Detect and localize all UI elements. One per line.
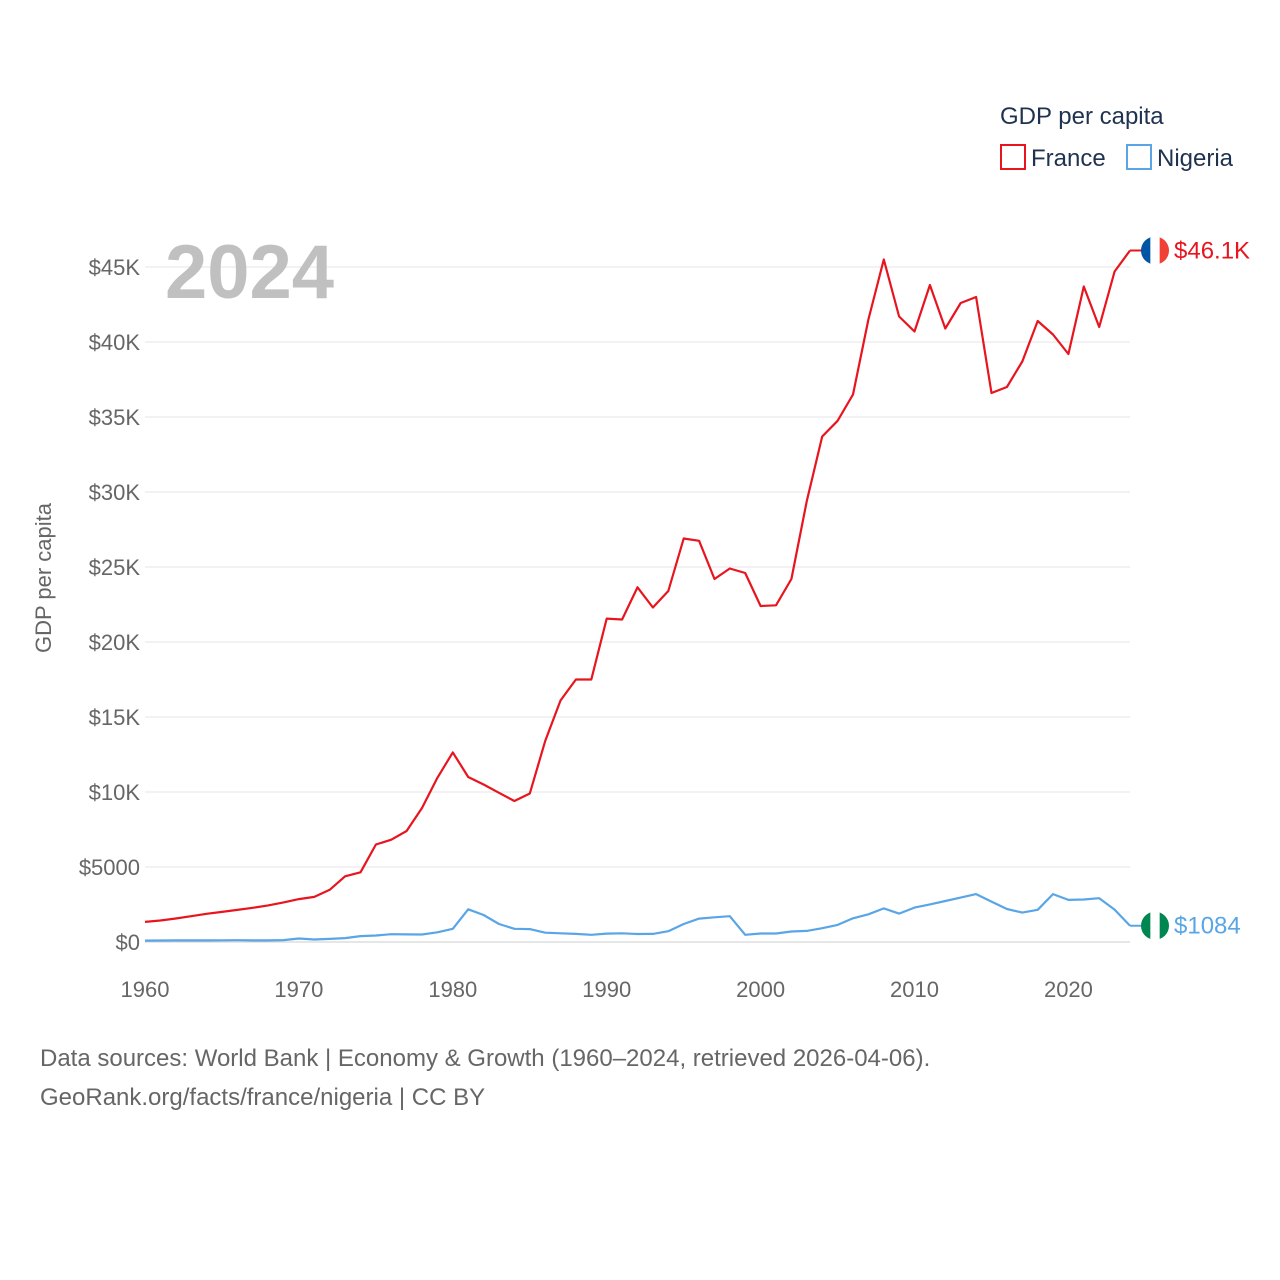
flag-france-icon (1141, 237, 1170, 265)
y-tick-label: $0 (116, 930, 140, 955)
y-tick-label: $35K (89, 405, 141, 430)
x-tick-label: 1970 (274, 977, 323, 1002)
source-line-2[interactable]: GeoRank.org/facts/france/nigeria | CC BY (40, 1084, 485, 1112)
grid-lines (145, 267, 1130, 942)
legend-label-france: France (1031, 145, 1106, 172)
series-lines (145, 251, 1130, 941)
y-tick-label: $40K (89, 330, 141, 355)
y-tick-label: $20K (89, 630, 141, 655)
y-tick-label: $5000 (79, 855, 140, 880)
legend-item-france[interactable]: France (1001, 145, 1106, 172)
series-end-markers: $46.1K $1084 (1130, 237, 1250, 940)
y-tick-label: $25K (89, 555, 141, 580)
y-axis-ticks: $0 $5000 $10K $15K $20K $25K $30K $35K $40K $45K (79, 255, 141, 955)
x-axis-ticks: 1960 1970 1980 1990 2000 2010 2020 (121, 977, 1093, 1002)
x-tick-label: 1990 (582, 977, 631, 1002)
source-line-1: Data sources: World Bank | Economy & Gro… (40, 1045, 930, 1073)
y-tick-label: $15K (89, 705, 141, 730)
series-line-france[interactable] (145, 251, 1130, 922)
y-tick-label: $45K (89, 255, 141, 280)
x-tick-label: 1960 (121, 977, 170, 1002)
end-value-label-nigeria: $1084 (1174, 913, 1241, 940)
legend-swatch-france (1001, 145, 1025, 169)
x-tick-label: 1980 (428, 977, 477, 1002)
y-tick-label: $30K (89, 480, 141, 505)
legend-swatch-nigeria (1127, 145, 1151, 169)
current-year-label: 2024 (165, 230, 334, 315)
legend: GDP per capita France Nigeria (1000, 103, 1234, 172)
y-axis-label: GDP per capita (31, 502, 56, 653)
flag-nigeria-icon (1141, 912, 1170, 940)
x-tick-label: 2020 (1044, 977, 1093, 1002)
end-value-label-france: $46.1K (1174, 238, 1250, 265)
legend-label-nigeria: Nigeria (1157, 145, 1234, 172)
y-tick-label: $10K (89, 780, 141, 805)
x-tick-label: 2000 (736, 977, 785, 1002)
legend-item-nigeria[interactable]: Nigeria (1127, 145, 1234, 172)
x-tick-label: 2010 (890, 977, 939, 1002)
legend-title: GDP per capita (1000, 103, 1164, 130)
